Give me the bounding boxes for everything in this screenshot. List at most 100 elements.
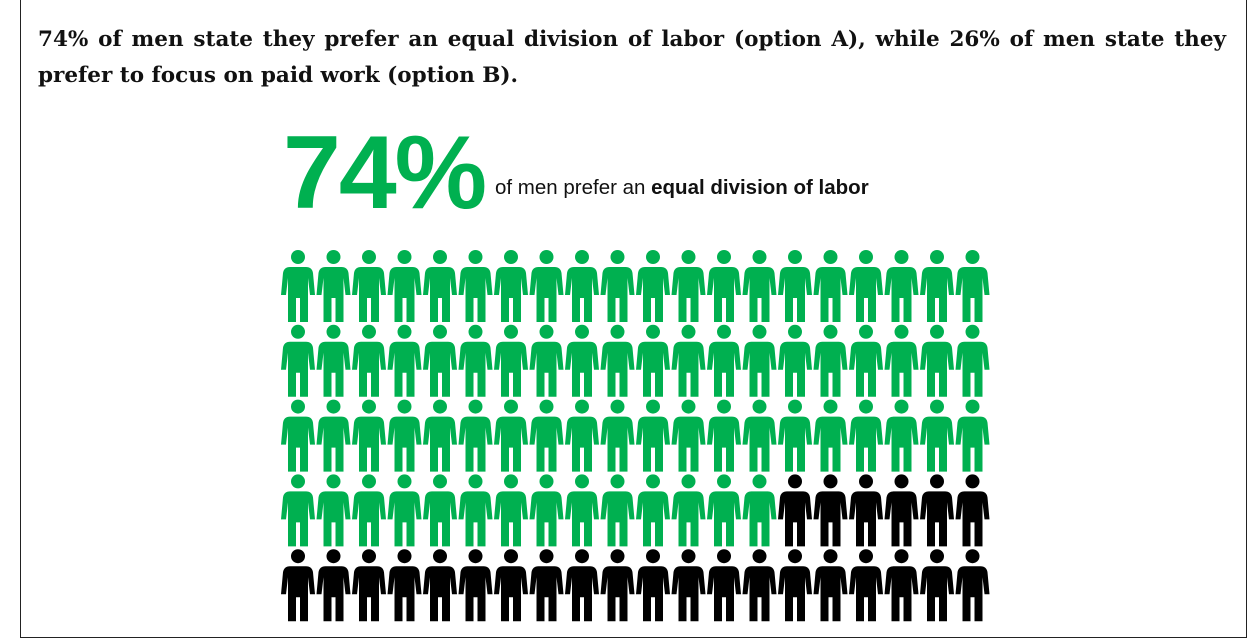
person-head [468,250,483,264]
person-icon [458,474,493,547]
person-head [823,399,838,414]
person-icon [884,399,919,472]
person-head [646,399,660,414]
person-icon [813,474,848,547]
person-icon [707,250,741,322]
person-icon [423,399,457,472]
person-head [610,549,625,564]
person-head [610,474,625,489]
person-head [752,250,767,264]
person-body [707,566,741,622]
person-icon [494,324,528,397]
person-head [291,549,305,564]
person-head [859,324,873,339]
person-body [671,566,706,622]
person-head [717,250,731,264]
person-body [884,491,919,547]
person-icon [529,399,564,472]
person-body [884,341,919,397]
person-icon [565,474,599,547]
person-body [636,267,670,322]
person-head [468,399,483,414]
person-icon [423,250,457,322]
person-body [778,267,812,322]
person-icon [849,250,883,322]
person-body [316,491,351,547]
person-icon [387,474,422,547]
person-head [965,324,980,339]
person-head [291,250,305,264]
person-head [823,549,838,564]
person-body [955,416,990,472]
person-head [930,399,944,414]
person-body [458,267,493,322]
person-head [717,474,731,489]
person-head [362,474,376,489]
person-body [671,341,706,397]
person-icon [636,250,670,322]
person-icon [636,549,670,622]
person-icon [813,399,848,472]
person-icon [529,474,564,547]
person-body [600,566,635,622]
person-icon [494,549,528,622]
person-icon [849,399,883,472]
person-head [504,549,518,564]
person-body [849,267,883,322]
icon-group [281,250,990,547]
person-icon [316,549,351,622]
person-head [362,250,376,264]
person-body [423,341,457,397]
person-icon [494,474,528,547]
person-head [894,549,909,564]
person-head [681,399,696,414]
person-head [823,324,838,339]
person-body [494,267,528,322]
person-icon [600,250,635,322]
chart-title: 74% of men state they prefer an equal di… [38,27,1226,88]
person-icon [778,474,812,547]
person-body [565,416,599,472]
person-icon [813,250,848,322]
person-icon [742,474,777,547]
person-body [352,341,386,397]
person-body [636,341,670,397]
person-icon [352,549,386,622]
person-icon [316,324,351,397]
person-head [752,324,767,339]
person-head [894,250,909,264]
person-head [291,399,305,414]
person-head [681,549,696,564]
person-icon [529,549,564,622]
person-head [291,474,305,489]
person-head [610,399,625,414]
person-head [539,549,554,564]
person-body [636,491,670,547]
person-icon [423,549,457,622]
person-body [600,416,635,472]
person-icon [778,399,812,472]
person-head [539,399,554,414]
person-body [529,267,564,322]
person-head [752,549,767,564]
person-head [575,549,589,564]
person-body [281,491,315,547]
person-icon [387,324,422,397]
person-body [281,341,315,397]
person-head [539,250,554,264]
person-icon [458,250,493,322]
person-head [859,474,873,489]
person-body [494,491,528,547]
person-body [529,416,564,472]
person-head [859,549,873,564]
person-icon [387,250,422,322]
person-icon [529,250,564,322]
person-icon [778,549,812,622]
person-body [316,267,351,322]
person-head [965,399,980,414]
person-head [433,324,447,339]
icon-group [281,474,990,622]
headline-value: 74% [283,115,487,231]
